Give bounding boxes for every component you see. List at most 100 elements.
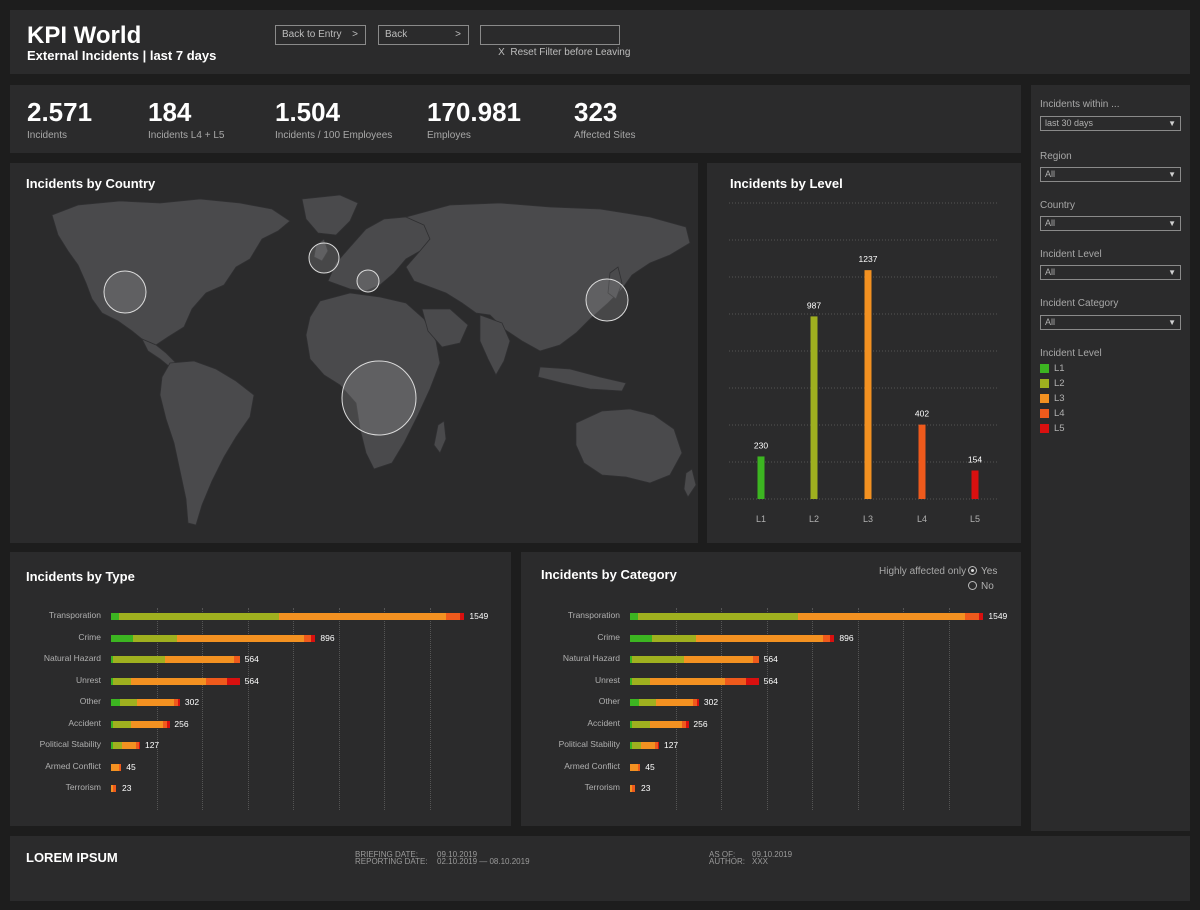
kpi-label: Incidents — [27, 130, 68, 141]
country-select[interactable]: All ▼ — [1040, 216, 1181, 231]
kpi-incidents-l4-l5: 184 Incidents L4 + L5 — [148, 97, 224, 141]
grid-line — [429, 608, 431, 810]
bubble-uk — [308, 242, 340, 274]
bar-segment-l3 — [111, 785, 114, 792]
bar-segment-l3 — [649, 720, 682, 728]
bar-total-label: 302 — [184, 697, 200, 707]
radio-checked-icon — [968, 566, 977, 575]
incident-category-select[interactable]: All ▼ — [1040, 315, 1181, 330]
level-bar-value: 1237 — [859, 254, 878, 264]
category-label: Transporation — [48, 610, 101, 620]
legend-swatch — [1040, 394, 1049, 403]
world-map[interactable] — [10, 163, 698, 543]
level-bar-l5 — [971, 470, 979, 499]
filter-label-incident-level: Incident Level — [1040, 249, 1102, 260]
as-of-label: AS OF: — [709, 850, 736, 859]
stacked-bar — [111, 613, 465, 620]
grid-line — [948, 608, 950, 810]
bar-segment-l4 — [118, 763, 122, 771]
bar-segment-l4 — [637, 763, 641, 771]
bar-segment-l5 — [745, 677, 760, 685]
stacked-bar — [111, 634, 316, 642]
bar-total-label: 1549 — [469, 611, 489, 621]
level-bar-value: 987 — [807, 300, 821, 310]
bar-segment-l4 — [654, 742, 658, 749]
category-label: Crime — [597, 631, 620, 642]
back-button[interactable]: Back > — [378, 25, 469, 45]
bar-segment-l5 — [138, 742, 141, 749]
level-bar-chart: 230 L1 987 L2 1237 L3 402 L4 154 L5 — [729, 202, 999, 524]
select-value: All — [1045, 267, 1056, 277]
incidents-within-select[interactable]: last 30 days ▼ — [1040, 116, 1181, 131]
back-label: Back — [385, 29, 408, 40]
stacked-bar — [630, 656, 759, 663]
level-bar-l3 — [864, 270, 872, 499]
bar-segment-l4 — [446, 613, 460, 620]
briefing-date-label: BRIEFING DATE: — [355, 850, 418, 859]
reporting-date-value: 02.10.2019 — 08.10.2019 — [437, 857, 530, 866]
radio-yes-label: Yes — [981, 566, 998, 577]
bar-segment-l1 — [111, 677, 113, 685]
bar-total-label: 896 — [320, 632, 335, 643]
category-label: Other — [598, 696, 620, 706]
category-label: Natural Hazard — [43, 653, 101, 663]
bar-segment-l1 — [111, 720, 113, 728]
caret-down-icon: ▼ — [1168, 219, 1176, 228]
bar-segment-l2 — [112, 742, 122, 749]
level-tick-label: L2 — [809, 514, 819, 524]
category-label: Natural Hazard — [562, 653, 620, 663]
legend-swatch — [1040, 424, 1049, 433]
bar-total-label: 23 — [641, 783, 651, 793]
legend-item-l1: L1 — [1040, 364, 1065, 376]
grid-line — [384, 608, 385, 810]
category-label: Other — [79, 696, 101, 706]
filter-label-region: Region — [1040, 151, 1072, 162]
radio-yes[interactable]: Yes — [968, 566, 997, 577]
reset-filter-button[interactable]: X Reset Filter before Leaving — [480, 25, 630, 58]
bar-segment-l1 — [630, 613, 638, 620]
bar-total-label: 45 — [645, 761, 655, 772]
category-label: Armed Conflict — [45, 760, 101, 771]
indonesia-shape — [537, 366, 627, 392]
bar-segment-l5 — [657, 742, 660, 749]
type-panel-title: Incidents by Type — [26, 569, 135, 584]
bar-segment-l3 — [111, 763, 119, 771]
bar-segment-l4 — [113, 785, 117, 792]
back-to-entry-button[interactable]: Back to Entry > — [275, 25, 366, 45]
grid-line — [766, 608, 768, 810]
radio-no-label: No — [981, 581, 994, 592]
bar-segment-l2 — [631, 720, 650, 728]
stacked-bar — [111, 763, 122, 771]
highly-affected-label: Highly affected only — [879, 566, 967, 577]
region-select[interactable]: All ▼ — [1040, 167, 1181, 182]
asia-shape — [404, 202, 691, 352]
japan-shape — [607, 266, 623, 300]
level-bar-l4 — [918, 424, 926, 499]
bar-segment-l3 — [797, 613, 966, 620]
bar-segment-l3 — [121, 742, 136, 749]
kpi-label: Affected Sites — [574, 130, 636, 141]
bar-segment-l3 — [130, 720, 163, 728]
grid-line — [338, 608, 340, 810]
author-label: AUTHOR: — [709, 857, 745, 866]
bar-segment-l4 — [965, 613, 979, 620]
bar-segment-l1 — [111, 656, 114, 663]
category-panel: Incidents by Category Highly affected on… — [521, 552, 1021, 826]
bar-total-label: 302 — [703, 697, 719, 707]
bar-segment-l1 — [111, 634, 133, 642]
stacked-bar — [111, 656, 240, 663]
radio-unchecked-icon — [968, 581, 977, 590]
type-panel: Incidents by Type Transporation 1549 Crime… — [10, 552, 511, 826]
level-panel: Incidents by Level 230 L1 987 L2 1237 L3 402 L4… — [707, 163, 1021, 543]
legend-title: Incident Level — [1040, 348, 1102, 359]
stacked-bar — [111, 677, 241, 685]
category-label: Terrorism — [584, 782, 620, 792]
bar-segment-l5 — [459, 613, 465, 620]
footer-bar: LOREM IPSUM BRIEFING DATE: 09.10.2019 RE… — [10, 836, 1190, 901]
category-label: Unrest — [75, 674, 101, 685]
australia-shape — [575, 408, 683, 484]
grid-line — [675, 608, 677, 810]
bar-total-label: 127 — [144, 740, 160, 750]
incident-level-select[interactable]: All ▼ — [1040, 265, 1181, 280]
radio-no[interactable]: No — [968, 581, 994, 592]
